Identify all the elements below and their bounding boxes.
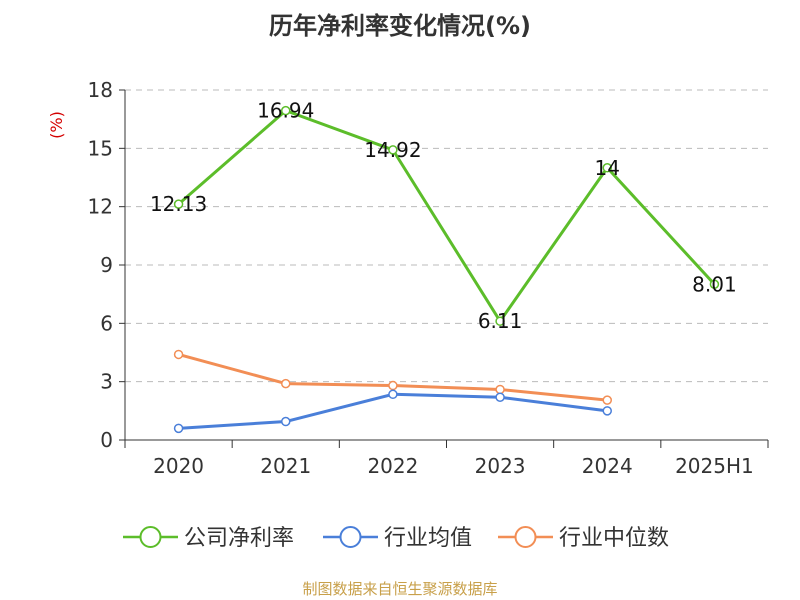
data-labels: 12.13 16.94 14.92 6.11 14 8.01 (150, 99, 737, 334)
x-tick-label: 2021 (260, 454, 311, 478)
data-label: 16.94 (257, 99, 314, 123)
chart-title: 历年净利率变化情况(%) (269, 12, 531, 40)
legend-label: 公司净利率 (184, 526, 294, 551)
data-label: 14.92 (364, 138, 421, 162)
data-label: 12.13 (150, 192, 207, 216)
legend: 公司净利率 行业均值 行业中位数 (123, 526, 669, 551)
data-point (388, 145, 398, 155)
series-line (178, 392, 608, 430)
data-point (709, 279, 720, 289)
axes: 0 3 6 9 12 15 18 (%) 2020 2021 2022 2023 2024 2025H1 (47, 78, 769, 478)
legend-label: 行业均值 (384, 526, 472, 551)
y-tick-label: 18 (88, 78, 113, 102)
y-tick-label: 3 (100, 370, 113, 394)
y-axis-unit: (%) (47, 111, 66, 139)
data-point (173, 349, 184, 360)
y-tick-label: 0 (100, 428, 113, 452)
data-point (388, 389, 398, 400)
y-tick-label: 12 (88, 195, 113, 219)
data-point (281, 416, 291, 427)
x-tick-label: 2023 (475, 454, 526, 478)
y-tick-label: 9 (100, 253, 113, 277)
series-lines (173, 105, 720, 434)
data-point (281, 105, 291, 116)
y-tick-label: 6 (100, 311, 113, 335)
source-note: 制图数据来自恒生聚源数据库 (302, 580, 498, 598)
legend-label: 行业中位数 (559, 526, 669, 551)
legend-marker (339, 526, 362, 548)
data-label: 6.11 (478, 309, 523, 333)
data-point (602, 163, 612, 173)
data-label: 14 (595, 156, 620, 180)
data-point (388, 380, 398, 391)
data-point (495, 316, 505, 326)
data-label: 8.01 (692, 272, 737, 296)
data-point (602, 406, 612, 416)
y-tick-label: 15 (88, 136, 113, 160)
legend-marker (139, 526, 162, 548)
data-point (602, 395, 612, 405)
series-line (177, 109, 716, 323)
data-point (173, 199, 184, 209)
legend-marker (514, 526, 537, 548)
data-point (495, 392, 505, 402)
grid-lines (125, 89, 768, 383)
x-tick-label: 2020 (153, 454, 204, 478)
data-point (281, 378, 291, 389)
data-point (173, 423, 184, 434)
x-tick-label: 2025H1 (675, 454, 754, 478)
x-tick-label: 2022 (367, 454, 418, 478)
data-point (495, 384, 505, 395)
x-tick-label: 2024 (582, 454, 633, 478)
